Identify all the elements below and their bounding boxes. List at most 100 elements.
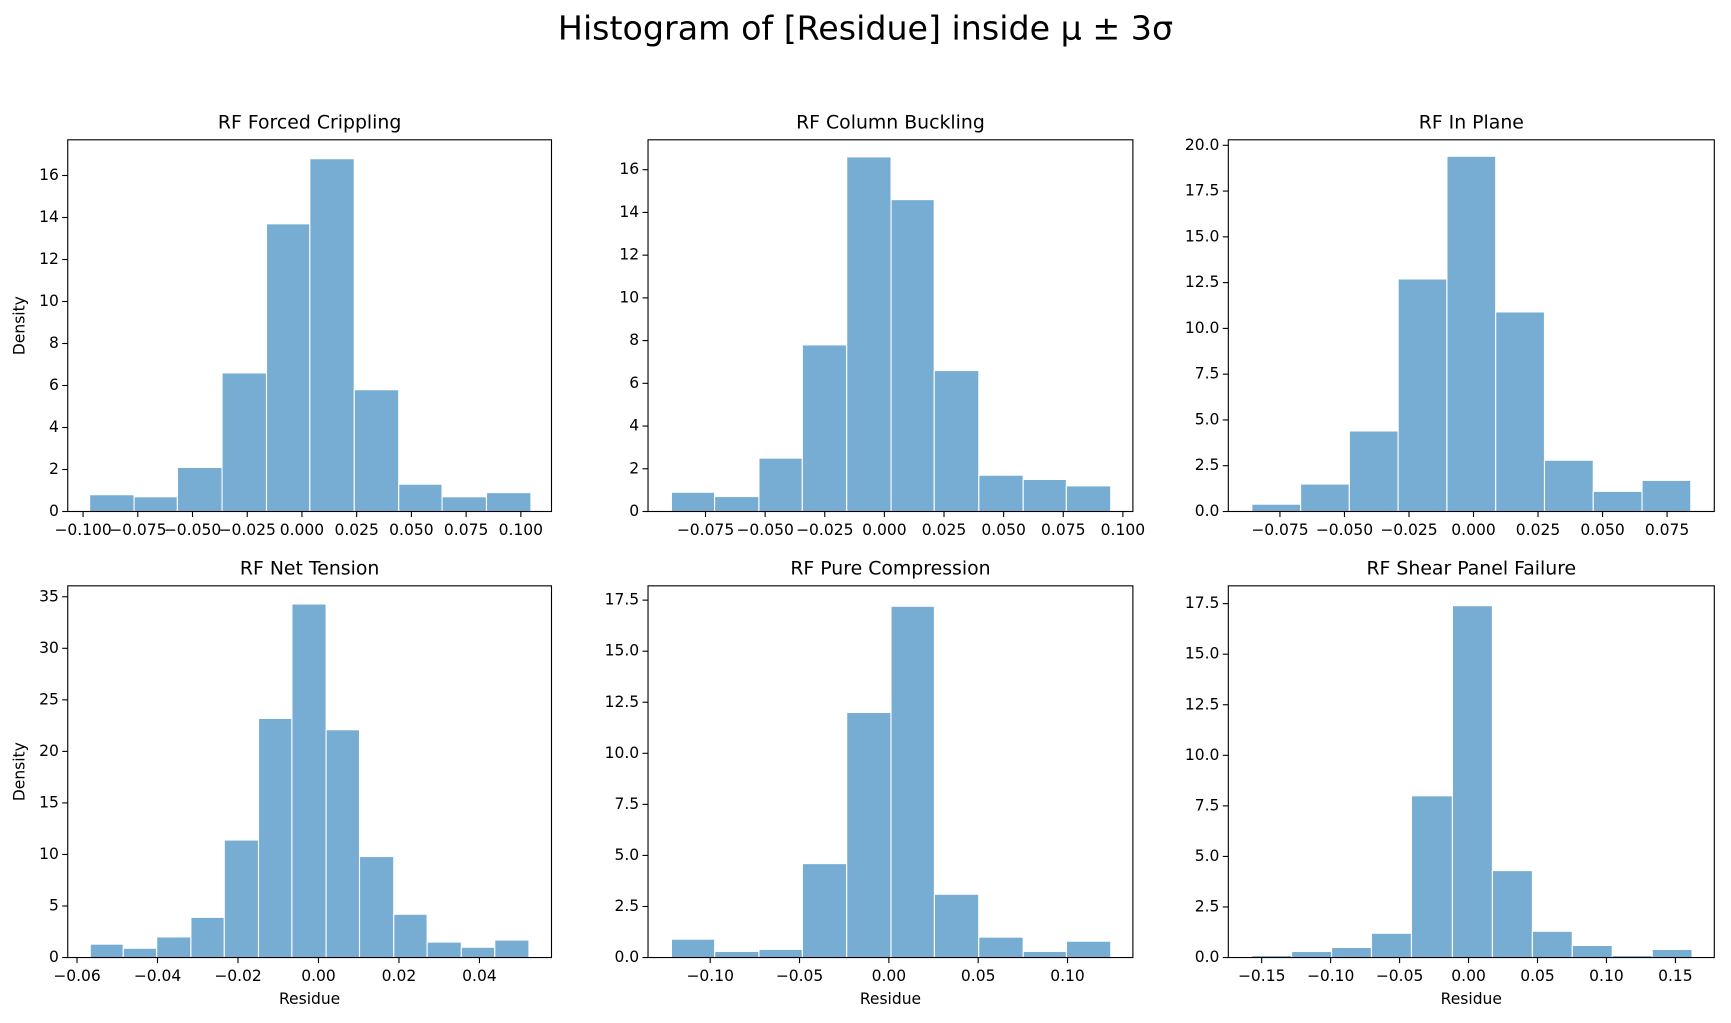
y-tick-label: 17.5 [1185,182,1220,200]
x-tick-label: 0.00 [872,967,907,985]
bar [714,950,760,959]
x-tick-label: −0.075 [1251,521,1308,539]
y-tick-label: 0.0 [1195,948,1220,966]
y-tick-label: 17.5 [605,591,640,609]
x-tick-label: 0.00 [1451,967,1486,985]
y-tick-label: 8 [629,331,639,349]
bar [353,389,400,513]
x-tick-label: 0.000 [862,521,906,539]
x-axis-label: Residue [1441,990,1502,1008]
y-tick-label: 2 [49,460,59,478]
y-tick-label: 20 [39,742,59,760]
x-tick-label: 0.05 [961,967,996,985]
bar [426,941,462,959]
bar [1451,605,1493,959]
x-tick-label: 0.025 [334,521,378,539]
bar [223,839,260,959]
bar [441,496,488,513]
x-tick-label: −0.05 [1376,967,1424,985]
y-tick-label: 12 [39,250,59,268]
y-tick-label: 35 [39,587,59,605]
y-tick-label: 7.5 [1195,796,1220,814]
y-tick-label: 12.5 [1185,695,1220,713]
y-tick-label: 0.0 [614,948,639,966]
bar [1495,311,1546,513]
y-tick-label: 5 [49,896,59,914]
bar [1592,490,1643,513]
subplot: −0.15 −0.10 −0.05 0.00 0.05 0.10 0.15 0.0 2.5 5.0… [1185,558,1715,1008]
bar [156,936,192,959]
x-tick-label: 0.10 [1050,967,1085,985]
bar [393,913,428,959]
x-axis-label: Residue [279,990,340,1008]
bar [758,457,803,513]
y-tick-label: 2.5 [614,897,639,915]
bar [176,466,223,513]
x-tick-label: 0.050 [389,521,433,539]
bar [358,855,395,959]
bar [714,495,760,513]
bar [291,603,327,959]
bar [1446,155,1497,513]
x-tick-label: −0.075 [109,521,166,539]
y-tick-label: 10.0 [1185,746,1220,764]
y-tick-label: 6 [629,374,639,392]
x-tick-label: 0.100 [1101,521,1145,539]
subplot: −0.100−0.075−0.050−0.025 0.000 0.025 0.050 0… [11,112,553,539]
bar [1571,944,1613,959]
y-tick-label: 20.0 [1185,136,1220,154]
x-tick-label: 0.050 [1580,521,1624,539]
x-tick-label: −0.10 [686,967,734,985]
bar [933,893,980,959]
bar [1651,948,1693,959]
x-tick-label: 0.15 [1658,967,1693,985]
x-tick-label: 0.050 [981,521,1025,539]
bar [122,947,158,959]
bar [1370,932,1413,959]
y-tick-label: 16 [619,160,639,178]
y-tick-label: 15.0 [605,642,640,660]
axes-frame [67,585,553,959]
bar [801,863,848,959]
y-tick-label: 2 [629,459,639,477]
y-tick-label: 7.5 [614,795,639,813]
bar [1331,946,1373,959]
axes-title: RF Net Tension [240,558,379,580]
bar [494,939,530,959]
x-tick-label: −0.02 [214,967,262,985]
y-tick-label: 0 [49,948,59,966]
y-tick-label: 5.0 [1195,410,1220,428]
y-tick-label: 10.0 [605,744,640,762]
bar [890,199,935,513]
bar [1291,950,1333,959]
y-tick-label: 30 [39,639,59,657]
bar [257,717,293,959]
y-tick-label: 5.0 [1195,847,1220,865]
y-tick-label: 0 [629,502,639,520]
bar [846,156,892,513]
bar [1531,930,1573,959]
y-tick-label: 25 [39,690,59,708]
x-tick-label: 0.10 [1589,967,1624,985]
y-tick-label: 17.5 [1185,594,1220,612]
bar [1543,459,1594,513]
y-tick-label: 2.5 [1195,456,1220,474]
x-tick-label: −0.075 [677,521,734,539]
x-tick-label: −0.100 [54,521,111,539]
y-tick-label: 14 [619,203,639,221]
bar [309,158,355,513]
x-tick-label: −0.025 [219,521,276,539]
x-tick-label: 0.000 [1451,521,1495,539]
bar [1491,870,1533,959]
bar [670,491,716,513]
y-tick-label: 12.5 [1185,273,1220,291]
x-tick-label: 0.075 [444,521,488,539]
x-tick-label: −0.06 [53,967,101,985]
bar [1022,950,1067,959]
x-tick-label: 0.075 [1041,521,1085,539]
bar [978,474,1024,513]
y-tick-label: 4 [629,417,639,435]
